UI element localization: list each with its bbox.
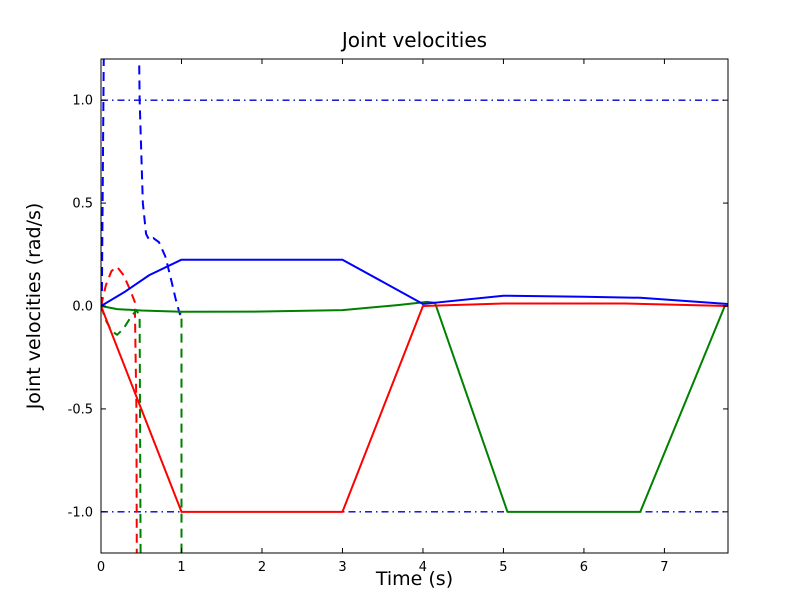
x-tick-label: 4: [419, 560, 427, 575]
x-axis-label: Time (s): [375, 568, 454, 590]
y-tick-label: -1.0: [68, 505, 93, 520]
series-red-solid: [101, 302, 728, 513]
axes-frame: [100, 58, 729, 554]
series-red-dashed: [101, 265, 138, 553]
x-tick-label: 6: [580, 560, 588, 575]
series-green-solid: [101, 300, 728, 513]
y-tick-label: -0.5: [68, 402, 93, 417]
y-tick-label: 1.0: [72, 94, 93, 109]
x-tick-label: 2: [258, 560, 266, 575]
series-blue-dashed: [101, 59, 185, 316]
y-axis-label: Joint velocities (rad/s): [23, 202, 45, 410]
x-tick-label: 3: [338, 560, 346, 575]
series-group: [101, 59, 728, 553]
chart-title: Joint velocities: [341, 28, 488, 52]
x-tick-label: 1: [177, 560, 185, 575]
series-green-dashed: [101, 305, 183, 553]
x-tick-label: 0: [97, 560, 105, 575]
y-tick-label: 0.0: [72, 300, 93, 315]
x-tick-label: 7: [660, 560, 668, 575]
series-blue-solid: [101, 258, 728, 307]
y-tick-label: 0.5: [72, 197, 93, 212]
x-tick-label: 5: [499, 560, 507, 575]
